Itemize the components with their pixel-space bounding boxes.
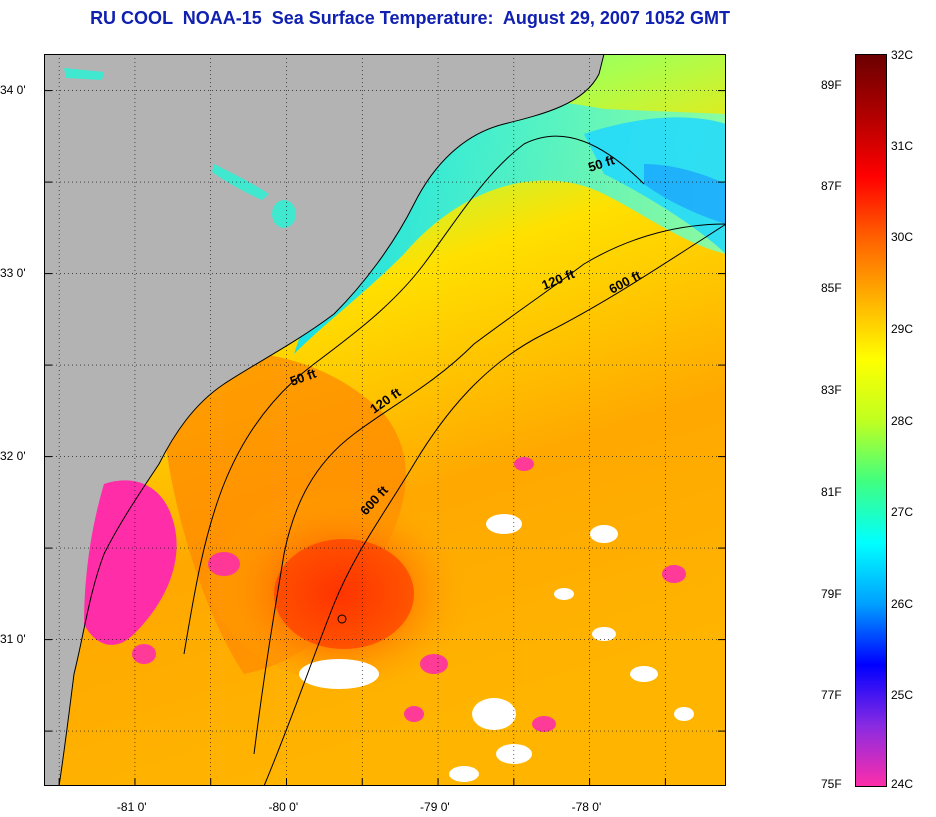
colorbar-border [855, 54, 887, 787]
isobath-50ft [183, 135, 645, 655]
coastline [58, 54, 605, 786]
sst-map: 50 ft 50 ft 120 ft 120 ft 600 ft 600 ft [44, 54, 726, 786]
map-border [44, 54, 726, 786]
celsius-label: 26C [891, 596, 914, 611]
celsius-label: 24C [891, 777, 914, 791]
fahrenheit-label: 83F [821, 382, 842, 397]
cloud-mask [299, 514, 694, 782]
map-title: RU COOL NOAA-15 Sea Surface Temperature:… [90, 8, 730, 28]
station-marker [337, 614, 347, 624]
cold-pixel-patches [132, 457, 686, 732]
fahrenheit-label: 75F [821, 777, 842, 791]
sst-map-canvas: 50 ft 50 ft 120 ft 120 ft 600 ft 600 ft [44, 54, 726, 786]
inland-lake [272, 200, 296, 228]
latitude-label: 31 0' [0, 631, 26, 646]
inland-lake [64, 68, 104, 80]
celsius-label: 31C [891, 138, 914, 153]
graticule [44, 54, 726, 786]
fahrenheit-label: 89F [821, 77, 842, 92]
cold-coastal-pocket [84, 480, 177, 645]
fahrenheit-label: 87F [821, 179, 842, 194]
celsius-label: 27C [891, 505, 914, 520]
celsius-label: 32C [891, 48, 914, 62]
colorbar-gradient [855, 54, 887, 787]
latitude-label: 34 0' [0, 82, 26, 97]
celsius-label: 29C [891, 321, 914, 336]
latitude-label: 32 0' [0, 448, 26, 463]
axis-ticks [44, 90, 726, 786]
celsius-label: 28C [891, 413, 914, 428]
land-area [44, 54, 604, 786]
longitude-label: -79 0' [420, 800, 450, 814]
fahrenheit-label: 81F [821, 484, 842, 499]
longitude-label: -81 0' [116, 800, 147, 814]
fahrenheit-label: 77F [821, 688, 842, 703]
fahrenheit-label: 79F [821, 586, 842, 601]
latitude-label: 33 0' [0, 265, 26, 280]
cold-patch [644, 164, 726, 224]
celsius-label: 30C [891, 230, 914, 245]
isobath-600ft [263, 223, 726, 786]
temperature-colorbar [855, 54, 887, 787]
isobath-120ft [253, 223, 726, 755]
longitude-label: -78 0' [571, 800, 602, 814]
warmest-core [274, 539, 414, 649]
celsius-label: 25C [891, 688, 914, 703]
longitude-label: -80 0' [268, 800, 299, 814]
fahrenheit-label: 85F [821, 281, 842, 296]
